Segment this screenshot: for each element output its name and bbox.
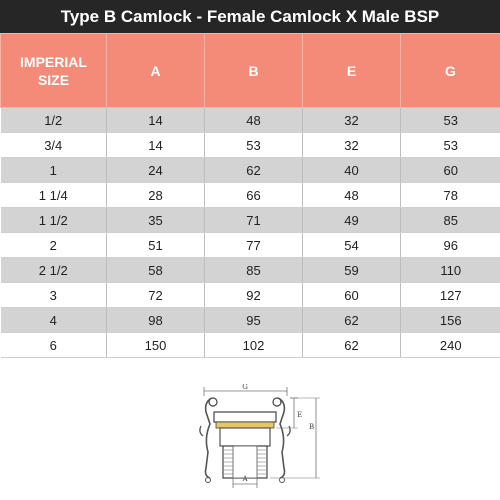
cell-a: 24	[106, 157, 205, 183]
cell-e: 32	[302, 107, 401, 133]
coupler-top-body	[213, 411, 277, 423]
cell-a: 14	[106, 107, 205, 133]
table-row: 6 150 102 62 240	[0, 332, 500, 358]
cell-b: 77	[204, 232, 303, 258]
camlock-diagram: G A E B	[199, 384, 320, 488]
cell-e: 62	[302, 332, 401, 358]
cell-b: 92	[204, 282, 303, 308]
cell-g: 156	[400, 307, 500, 333]
cell-a: 14	[106, 132, 205, 158]
cell-g: 78	[400, 182, 500, 208]
coupler-neck	[219, 427, 271, 447]
header-g: G	[400, 33, 500, 108]
table-row: 1/2 14 48 32 53	[0, 107, 500, 133]
cell-b: 102	[204, 332, 303, 358]
cell-g: 127	[400, 282, 500, 308]
cell-b: 66	[204, 182, 303, 208]
cell-size: 2	[0, 232, 107, 258]
coupler-gasket	[215, 421, 275, 429]
right-cam-arm	[277, 397, 286, 479]
cell-size: 1	[0, 157, 107, 183]
cell-g: 53	[400, 107, 500, 133]
table-row: 2 51 77 54 96	[0, 232, 500, 258]
left-arm-pin	[205, 477, 211, 483]
cell-size: 1 1/2	[0, 207, 107, 233]
table-row: 1 24 62 40 60	[0, 157, 500, 183]
header-imperial-size: IMPERIAL SIZE	[0, 33, 107, 108]
cell-e: 62	[302, 307, 401, 333]
cell-b: 53	[204, 132, 303, 158]
cell-g: 53	[400, 132, 500, 158]
right-arm-ring	[272, 397, 282, 407]
cell-e: 59	[302, 257, 401, 283]
right-arm-lever	[286, 425, 291, 437]
cell-b: 71	[204, 207, 303, 233]
cell-size: 1 1/4	[0, 182, 107, 208]
left-cam-arm	[204, 397, 213, 479]
cell-b: 62	[204, 157, 303, 183]
cell-g: 60	[400, 157, 500, 183]
cell-b: 48	[204, 107, 303, 133]
cell-size: 2 1/2	[0, 257, 107, 283]
cell-a: 51	[106, 232, 205, 258]
dim-label-b: B	[309, 423, 314, 431]
cell-e: 54	[302, 232, 401, 258]
cell-a: 150	[106, 332, 205, 358]
table-row: 4 98 95 62 156	[0, 307, 500, 333]
table-row: 1 1/2 35 71 49 85	[0, 207, 500, 233]
cell-e: 40	[302, 157, 401, 183]
cell-g: 96	[400, 232, 500, 258]
left-arm-lever	[199, 425, 204, 437]
header-b: B	[204, 33, 303, 108]
cell-a: 58	[106, 257, 205, 283]
cell-a: 28	[106, 182, 205, 208]
table-row: 1 1/4 28 66 48 78	[0, 182, 500, 208]
cell-a: 35	[106, 207, 205, 233]
cell-size: 3	[0, 282, 107, 308]
cell-g: 240	[400, 332, 500, 358]
header-e: E	[302, 33, 401, 108]
header-a: A	[106, 33, 205, 108]
cell-e: 60	[302, 282, 401, 308]
cell-size: 3/4	[0, 132, 107, 158]
cell-e: 49	[302, 207, 401, 233]
table-row: 3/4 14 53 32 53	[0, 132, 500, 158]
cell-e: 48	[302, 182, 401, 208]
cell-size: 4	[0, 307, 107, 333]
right-arm-pin	[279, 477, 285, 483]
table-row: 2 1/2 58 85 59 110	[0, 257, 500, 283]
cell-g: 85	[400, 207, 500, 233]
cell-size: 1/2	[0, 107, 107, 133]
cell-a: 72	[106, 282, 205, 308]
table-body: 1/2 14 48 32 53 3/4 14 53 32 53 1 24 62 …	[0, 107, 500, 358]
dim-label-a: A	[241, 475, 248, 483]
cell-size: 6	[0, 332, 107, 358]
table-row: 3 72 92 60 127	[0, 282, 500, 308]
camlock-dimensions-table: IMPERIAL SIZE A B E G 1/2 14 48 32 53 3/…	[0, 33, 500, 358]
cell-e: 32	[302, 132, 401, 158]
page-title: Type B Camlock - Female Camlock X Male B…	[0, 0, 500, 33]
cell-a: 98	[106, 307, 205, 333]
dim-label-e: E	[297, 411, 302, 419]
left-arm-ring	[208, 397, 218, 407]
table-header-row: IMPERIAL SIZE A B E G	[0, 33, 500, 108]
bore	[232, 445, 258, 479]
cell-b: 95	[204, 307, 303, 333]
cell-b: 85	[204, 257, 303, 283]
cell-g: 110	[400, 257, 500, 283]
dim-label-g: G	[242, 384, 248, 391]
